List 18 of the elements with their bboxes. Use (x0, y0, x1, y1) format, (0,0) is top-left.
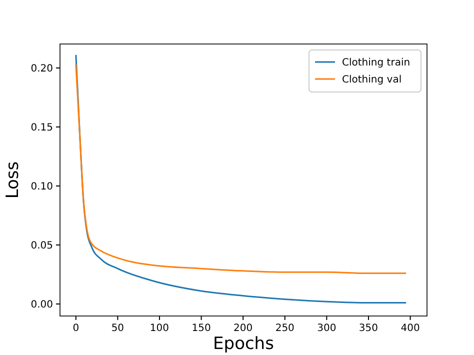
y-tick-label: 0.15 (30, 122, 53, 134)
x-axis-title: Epochs (213, 334, 274, 354)
y-tick-label: 0.20 (30, 63, 53, 74)
y-tick-label: 0.00 (30, 299, 53, 310)
x-tick-label: 200 (234, 323, 253, 334)
x-tick-label: 400 (400, 323, 420, 334)
legend-label: Clothing train (342, 58, 410, 68)
y-tick-label: 0.10 (30, 181, 53, 192)
x-tick-label: 100 (150, 323, 170, 334)
x-tick-label: 150 (192, 323, 211, 334)
x-tick-label: 300 (317, 323, 336, 334)
y-tick-label: 0.05 (30, 240, 53, 252)
x-tick-label: 50 (111, 323, 124, 334)
x-tick-label: 250 (275, 323, 294, 334)
y-axis-title: Loss (3, 161, 23, 199)
x-tick-label: 350 (358, 323, 378, 334)
legend-label: Clothing val (342, 74, 402, 86)
x-tick-label: 0 (72, 323, 80, 334)
